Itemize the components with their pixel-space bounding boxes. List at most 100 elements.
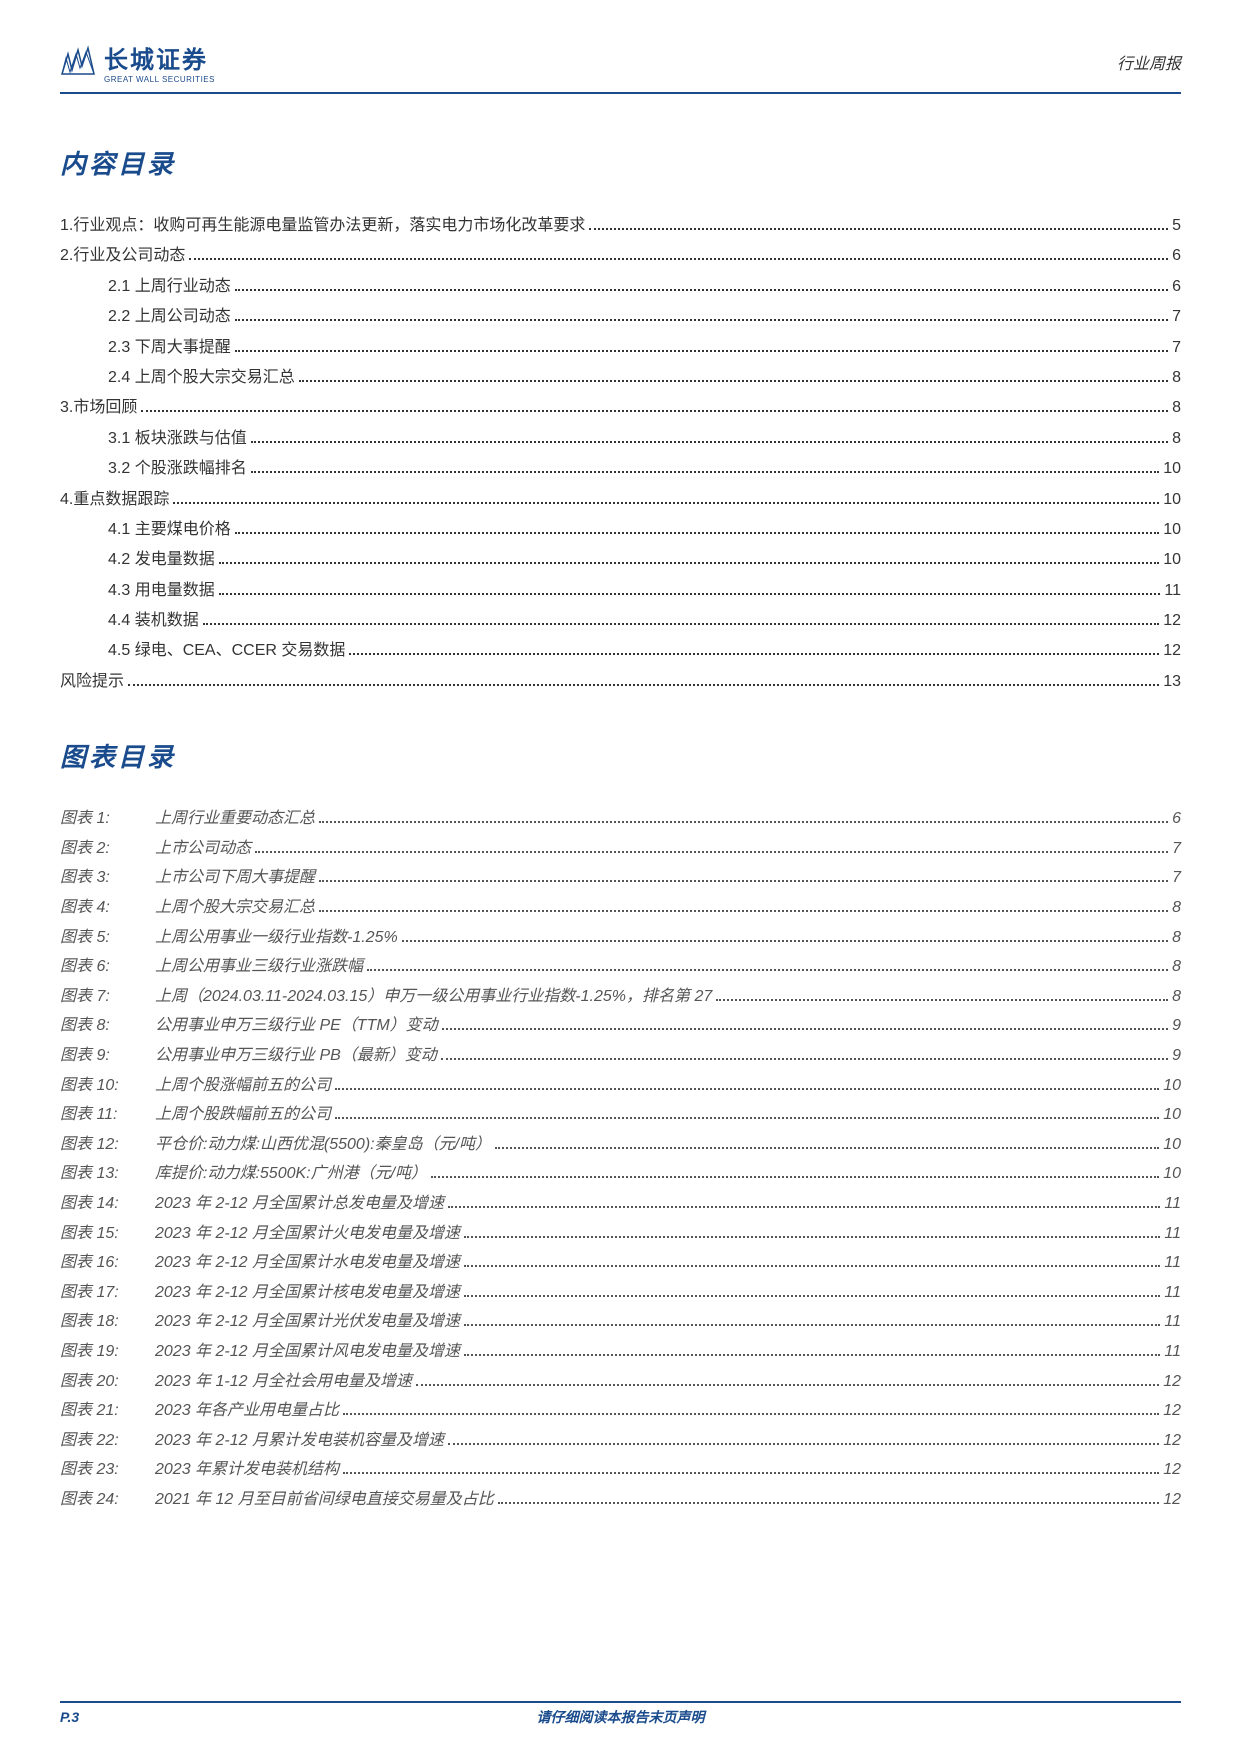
toc-entry-page: 10 — [1163, 515, 1181, 545]
toc-entry-page: 8 — [1172, 363, 1181, 393]
figure-number: 图表 13: — [60, 1159, 155, 1189]
toc-entry[interactable]: 4.重点数据跟踪 10 — [60, 485, 1181, 515]
figure-entry[interactable]: 图表 6:上周公用事业三级行业涨跌幅 8 — [60, 952, 1181, 982]
figure-number: 图表 22: — [60, 1426, 155, 1456]
figure-number: 图表 18: — [60, 1307, 155, 1337]
toc-entry-label: 2.4 上周个股大宗交易汇总 — [108, 363, 295, 393]
toc-entry[interactable]: 4.2 发电量数据 10 — [60, 545, 1181, 575]
toc-dots — [251, 441, 1168, 443]
figure-entry[interactable]: 图表 14:2023 年 2-12 月全国累计总发电量及增速 11 — [60, 1189, 1181, 1219]
figure-entry[interactable]: 图表 17:2023 年 2-12 月全国累计核电发电量及增速 11 — [60, 1278, 1181, 1308]
figure-dots — [716, 999, 1168, 1001]
figure-number: 图表 12: — [60, 1130, 155, 1160]
figure-label: 2023 年 2-12 月全国累计核电发电量及增速 — [155, 1278, 460, 1308]
figure-number: 图表 20: — [60, 1367, 155, 1397]
figure-number: 图表 14: — [60, 1189, 155, 1219]
figure-number: 图表 2: — [60, 834, 155, 864]
toc-entry[interactable]: 3.2 个股涨跌幅排名 10 — [60, 454, 1181, 484]
toc-entry-page: 10 — [1163, 485, 1181, 515]
figure-entry[interactable]: 图表 18:2023 年 2-12 月全国累计光伏发电量及增速 11 — [60, 1307, 1181, 1337]
figure-entry[interactable]: 图表 7:上周（2024.03.11-2024.03.15）申万一级公用事业行业… — [60, 982, 1181, 1012]
toc-entry[interactable]: 2.2 上周公司动态 7 — [60, 302, 1181, 332]
figure-entry[interactable]: 图表 24:2021 年 12 月至目前省间绿电直接交易量及占比 12 — [60, 1485, 1181, 1515]
toc-entry-page: 10 — [1163, 545, 1181, 575]
toc-entry[interactable]: 4.4 装机数据 12 — [60, 606, 1181, 636]
figure-page: 11 — [1164, 1219, 1181, 1249]
figure-dots — [441, 1058, 1168, 1060]
figure-entry[interactable]: 图表 23:2023 年累计发电装机结构 12 — [60, 1455, 1181, 1485]
toc-dots — [128, 684, 1159, 686]
figure-number: 图表 11: — [60, 1100, 155, 1130]
figure-page: 12 — [1163, 1396, 1181, 1426]
toc-entry[interactable]: 3.市场回顾 8 — [60, 393, 1181, 423]
toc-dots — [235, 350, 1168, 352]
figure-label: 上周（2024.03.11-2024.03.15）申万一级公用事业行业指数-1.… — [155, 982, 712, 1012]
figure-entry[interactable]: 图表 5:上周公用事业一级行业指数-1.25% 8 — [60, 923, 1181, 953]
toc-entry[interactable]: 4.1 主要煤电价格 10 — [60, 515, 1181, 545]
figure-entry[interactable]: 图表 3:上市公司下周大事提醒 7 — [60, 863, 1181, 893]
figure-entry[interactable]: 图表 19:2023 年 2-12 月全国累计风电发电量及增速 11 — [60, 1337, 1181, 1367]
figure-page: 12 — [1163, 1455, 1181, 1485]
figure-label: 公用事业申万三级行业 PB（最新）变动 — [155, 1041, 437, 1071]
toc-entry[interactable]: 2.3 下周大事提醒 7 — [60, 333, 1181, 363]
figure-page: 10 — [1163, 1100, 1181, 1130]
figure-number: 图表 23: — [60, 1455, 155, 1485]
figure-entry[interactable]: 图表 22:2023 年 2-12 月累计发电装机容量及增速 12 — [60, 1426, 1181, 1456]
figure-page: 7 — [1172, 834, 1181, 864]
figure-entry[interactable]: 图表 4:上周个股大宗交易汇总 8 — [60, 893, 1181, 923]
figure-dots — [343, 1472, 1159, 1474]
figure-number: 图表 19: — [60, 1337, 155, 1367]
figure-number: 图表 17: — [60, 1278, 155, 1308]
figure-dots — [448, 1443, 1159, 1445]
figure-label: 平仓价:动力煤:山西优混(5500):秦皇岛（元/吨） — [155, 1130, 491, 1160]
figure-dots — [255, 851, 1168, 853]
toc-entry-page: 5 — [1172, 211, 1181, 241]
toc-entry[interactable]: 4.3 用电量数据 11 — [60, 576, 1181, 606]
figure-label: 2021 年 12 月至目前省间绿电直接交易量及占比 — [155, 1485, 494, 1515]
logo-en: GREAT WALL SECURITIES — [104, 75, 215, 84]
figure-entry[interactable]: 图表 1:上周行业重要动态汇总 6 — [60, 804, 1181, 834]
figure-label: 上周行业重要动态汇总 — [155, 804, 315, 834]
figure-entry[interactable]: 图表 11:上周个股跌幅前五的公司 10 — [60, 1100, 1181, 1130]
toc-dots — [189, 258, 1168, 260]
toc-entry-page: 7 — [1172, 333, 1181, 363]
figure-dots — [464, 1265, 1160, 1267]
toc-entry[interactable]: 2.4 上周个股大宗交易汇总 8 — [60, 363, 1181, 393]
figure-entry[interactable]: 图表 15:2023 年 2-12 月全国累计火电发电量及增速 11 — [60, 1219, 1181, 1249]
toc-entry[interactable]: 1.行业观点：收购可再生能源电量监管办法更新，落实电力市场化改革要求 5 — [60, 211, 1181, 241]
figure-entry[interactable]: 图表 13:库提价:动力煤:5500K:广州港（元/吨） 10 — [60, 1159, 1181, 1189]
figure-page: 9 — [1172, 1041, 1181, 1071]
figure-label: 上周公用事业三级行业涨跌幅 — [155, 952, 363, 982]
toc-entry[interactable]: 3.1 板块涨跌与估值 8 — [60, 424, 1181, 454]
toc-dots — [251, 471, 1160, 473]
toc-entry[interactable]: 4.5 绿电、CEA、CCER 交易数据 12 — [60, 636, 1181, 666]
figure-label: 2023 年 2-12 月全国累计风电发电量及增速 — [155, 1337, 460, 1367]
toc-entry[interactable]: 风险提示 13 — [60, 667, 1181, 697]
toc-entry[interactable]: 2.行业及公司动态 6 — [60, 241, 1181, 271]
figure-number: 图表 9: — [60, 1041, 155, 1071]
logo-cn: 长城证券 — [104, 40, 215, 75]
figure-page: 11 — [1164, 1337, 1181, 1367]
figure-entry[interactable]: 图表 2:上市公司动态 7 — [60, 834, 1181, 864]
toc-entry[interactable]: 2.1 上周行业动态 6 — [60, 272, 1181, 302]
figure-entry[interactable]: 图表 10:上周个股涨幅前五的公司 10 — [60, 1071, 1181, 1101]
figure-entry[interactable]: 图表 21:2023 年各产业用电量占比 12 — [60, 1396, 1181, 1426]
toc-entry-page: 7 — [1172, 302, 1181, 332]
toc-entry-label: 4.5 绿电、CEA、CCER 交易数据 — [108, 636, 345, 666]
toc-entry-page: 8 — [1172, 424, 1181, 454]
figure-entry[interactable]: 图表 9:公用事业申万三级行业 PB（最新）变动 9 — [60, 1041, 1181, 1071]
figure-dots — [495, 1147, 1159, 1149]
figure-number: 图表 16: — [60, 1248, 155, 1278]
figure-number: 图表 15: — [60, 1219, 155, 1249]
figure-entry[interactable]: 图表 20:2023 年 1-12 月全社会用电量及增速 12 — [60, 1367, 1181, 1397]
toc-dots — [141, 410, 1168, 412]
figure-entry[interactable]: 图表 12:平仓价:动力煤:山西优混(5500):秦皇岛（元/吨） 10 — [60, 1130, 1181, 1160]
figure-label: 2023 年各产业用电量占比 — [155, 1396, 339, 1426]
toc-entry-label: 1.行业观点：收购可再生能源电量监管办法更新，落实电力市场化改革要求 — [60, 211, 585, 241]
figure-entry[interactable]: 图表 16:2023 年 2-12 月全国累计水电发电量及增速 11 — [60, 1248, 1181, 1278]
figure-dots — [402, 940, 1168, 942]
figure-label: 上市公司下周大事提醒 — [155, 863, 315, 893]
toc-dots — [235, 532, 1160, 534]
figure-page: 12 — [1163, 1485, 1181, 1515]
figure-entry[interactable]: 图表 8:公用事业申万三级行业 PE（TTM）变动 9 — [60, 1011, 1181, 1041]
